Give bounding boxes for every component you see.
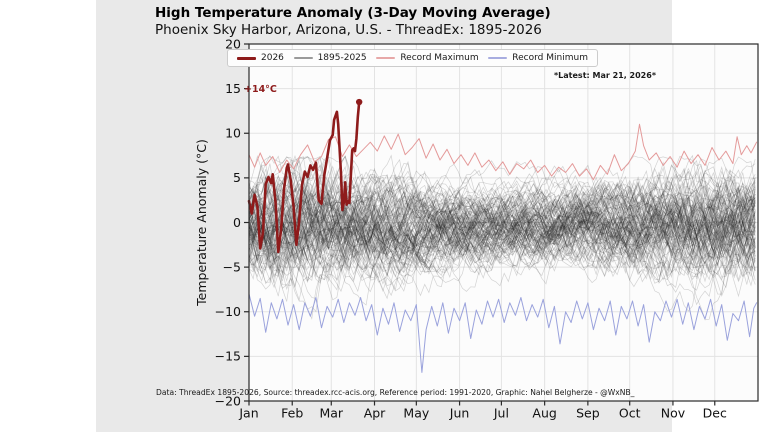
legend-line-swatch [488, 57, 508, 59]
historical-lines [248, 154, 756, 321]
x-tick-label-jul: Jul [493, 406, 509, 421]
x-axis: Jan Feb Mar Apr May Jun Jul Aug Sep Oct Nov Dec [238, 401, 727, 421]
x-tick-label-may: May [403, 406, 429, 421]
source-note: Data: ThreadEx 1895-2026, Source: thread… [156, 388, 635, 397]
chart-title: High Temperature Anomaly (3-Day Moving A… [155, 5, 551, 21]
x-tick-label-apr: Apr [364, 406, 386, 421]
legend: 2026 1895-2025 Record Maximum Record Minimu… [227, 49, 598, 67]
y-tick-label--20: −20 [215, 393, 241, 408]
x-tick-label-oct: Oct [619, 406, 641, 421]
x-tick-label-sep: Sep [576, 406, 600, 421]
y-tick-label--15: −15 [215, 349, 241, 364]
x-tick-label-jan: Jan [238, 406, 258, 421]
peak-annotation: +14°C [244, 84, 277, 95]
x-tick-label-nov: Nov [661, 406, 686, 421]
chart-plot-svg: Jan Feb Mar Apr May Jun Jul Aug Sep Oct Nov Dec 20 15… [194, 36, 759, 421]
y-tick-label-5: 5 [233, 170, 241, 185]
y-tick-label-10: 10 [225, 126, 241, 141]
x-tick-label-aug: Aug [532, 406, 556, 421]
y-tick-label-0: 0 [233, 215, 241, 230]
x-tick-label-jun: Jun [449, 406, 470, 421]
record-maximum-line [248, 123, 758, 181]
legend-item-record-maximum: Record Maximum [376, 53, 479, 63]
y-axis: 20 15 10 5 0 −5 −10 −15 −20 [215, 36, 249, 408]
legend-line-swatch [293, 57, 313, 59]
latest-annotation: *Latest: Mar 21, 2026* [554, 71, 656, 80]
legend-item-1895-2025: 1895-2025 [293, 53, 367, 63]
record-minimum-line [248, 293, 758, 373]
y-tick-label--10: −10 [215, 304, 241, 319]
legend-line-swatch [237, 56, 256, 60]
legend-label: Record Maximum [400, 53, 479, 63]
legend-label: 2026 [261, 53, 284, 63]
legend-item-2026: 2026 [237, 53, 284, 63]
line-2026 [247, 100, 361, 254]
y-axis-title: Temperature Anomaly (°C) [194, 139, 209, 307]
y-tick-label-20: 20 [225, 36, 241, 51]
legend-label: 1895-2025 [317, 53, 367, 63]
x-tick-label-dec: Dec [703, 406, 727, 421]
legend-label: Record Minimum [512, 53, 588, 63]
y-tick-label-15: 15 [225, 81, 241, 96]
legend-item-record-minimum: Record Minimum [488, 53, 588, 63]
latest-point-marker [355, 98, 363, 106]
x-tick-label-mar: Mar [319, 406, 343, 421]
figure-panel: High Temperature Anomaly (3-Day Moving A… [96, 0, 759, 432]
legend-line-swatch [376, 57, 396, 59]
chart-subtitle: Phoenix Sky Harbor, Arizona, U.S. - Thre… [155, 22, 542, 38]
x-tick-label-feb: Feb [281, 406, 303, 421]
y-tick-label--5: −5 [223, 259, 241, 274]
